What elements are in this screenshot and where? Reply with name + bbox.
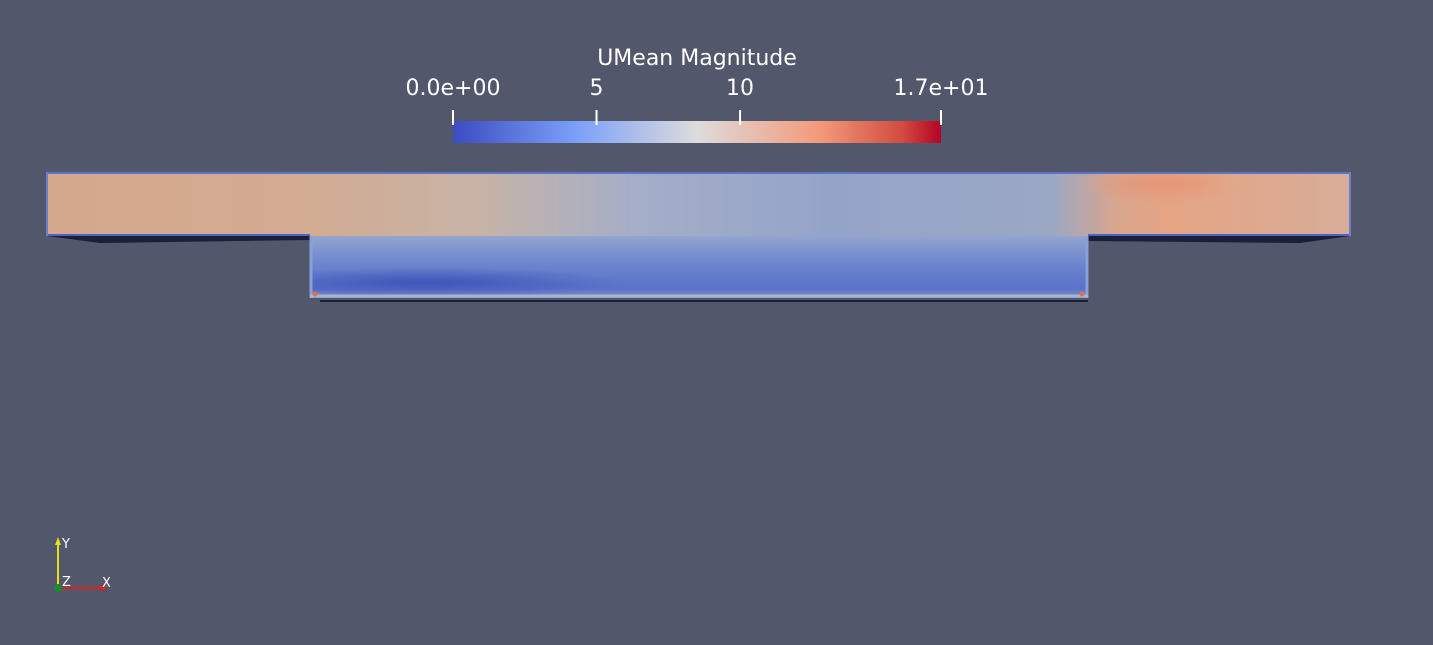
colorbar-ticks [452,110,942,125]
y-axis-label: Y [61,537,70,552]
orientation-axes: Y Z X [54,537,111,592]
cavity-corner-right [1079,291,1085,297]
x-axis-arrow [100,585,108,591]
z-axis-dot [54,584,62,592]
cavity-vortex [310,236,1088,298]
cavity-corner-left [312,291,318,297]
channel-shadow-right [1088,236,1350,243]
channel-hotspot [1080,172,1240,212]
colorbar-tick-label: 10 [726,76,755,101]
colorbar-gradient [453,121,941,143]
x-axis-label: X [102,576,111,591]
colorbar-tick-label: 5 [589,76,604,101]
colorbar-tick-label: 1.7e+01 [893,76,989,101]
z-axis-label: Z [62,575,71,590]
channel-shadow-left [47,236,310,243]
colorbar-tick-label: 0.0e+00 [405,76,501,101]
colorbar-title: UMean Magnitude [597,46,797,71]
y-axis-arrow [55,537,61,545]
